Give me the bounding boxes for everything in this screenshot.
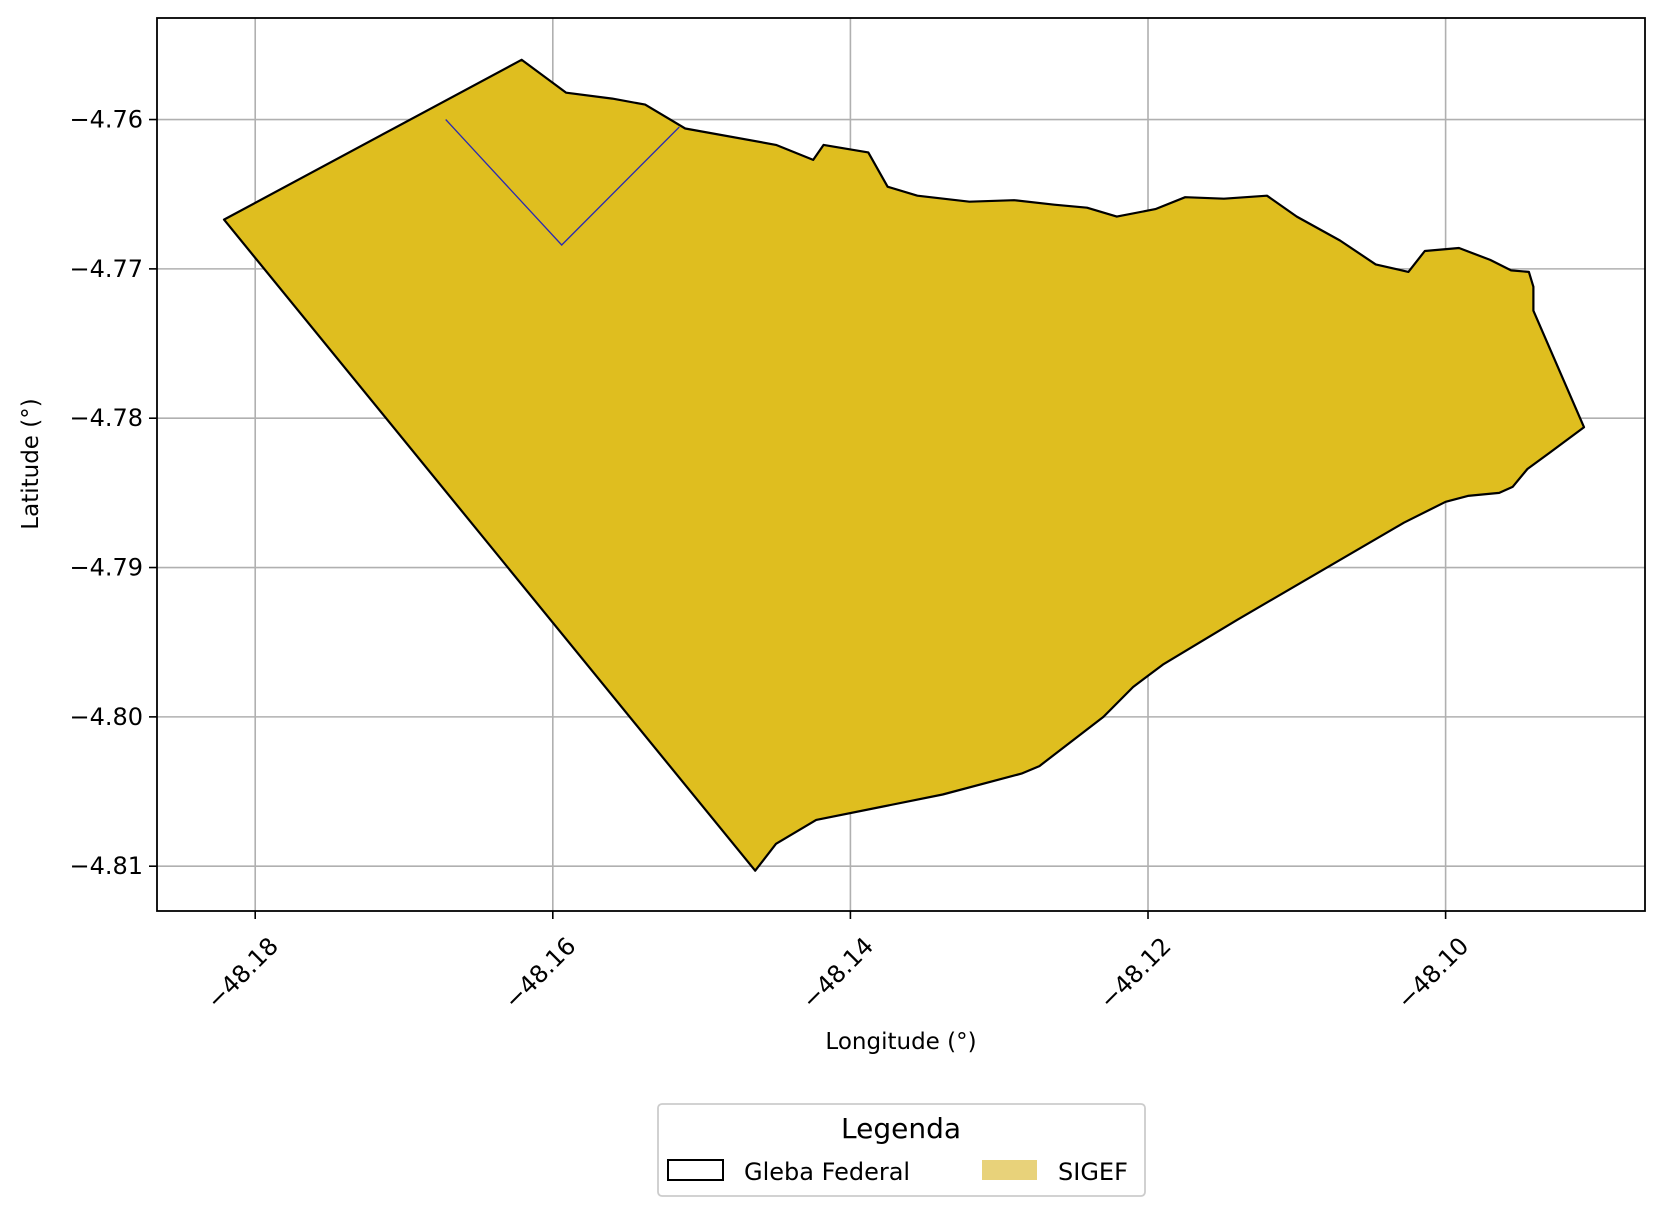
y-tick-label: −4.77: [69, 255, 143, 283]
legend-swatch-sigef: [982, 1160, 1037, 1180]
y-tick-label: −4.81: [69, 852, 143, 880]
x-tick-label: −48.12: [1094, 932, 1177, 1015]
x-tick-label: −48.18: [201, 932, 284, 1015]
legend-title: Legenda: [841, 1112, 961, 1145]
legend-label-sigef: SIGEF: [1058, 1158, 1128, 1186]
y-tick-label: −4.80: [69, 703, 143, 731]
y-tick-label: −4.76: [69, 106, 143, 134]
gleba-federal-polygon: [222, 58, 1586, 872]
plot-area-frame: [156, 17, 1646, 912]
x-tick-label: −48.16: [499, 932, 582, 1015]
y-tick-label: −4.79: [69, 554, 143, 582]
x-tick-label: −48.14: [796, 932, 879, 1015]
y-axis-label: Latitude (°): [18, 398, 44, 529]
legend-label-gleba-federal: Gleba Federal: [744, 1158, 910, 1186]
sigef-line: [445, 119, 680, 246]
map-layers: [222, 58, 1586, 872]
x-tick-label: −48.10: [1392, 932, 1475, 1015]
x-axis-label: Longitude (°): [825, 1029, 976, 1055]
legend-swatch-gleba-federal: [667, 1159, 724, 1181]
y-tick-label: −4.78: [69, 404, 143, 432]
legend: Legenda Gleba Federal SIGEF: [657, 1103, 1146, 1197]
